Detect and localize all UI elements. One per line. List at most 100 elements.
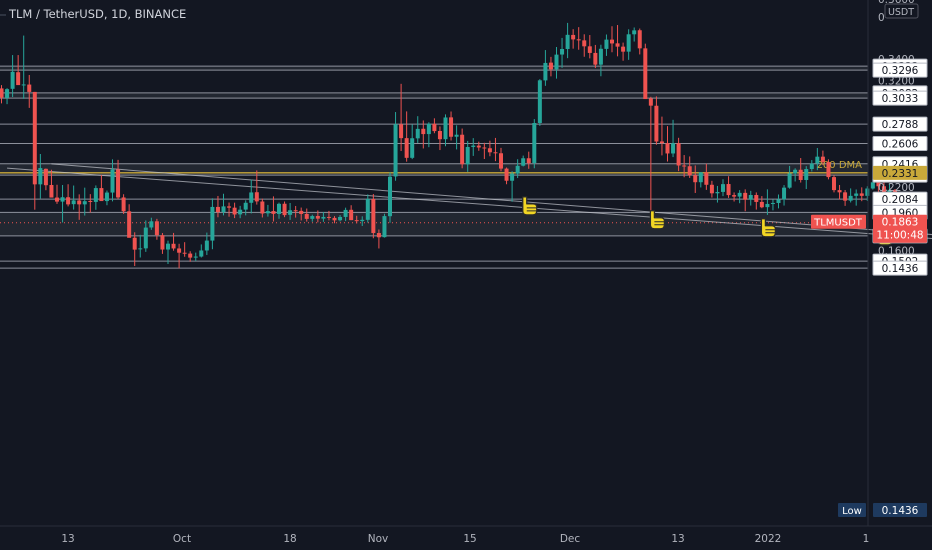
candle <box>177 243 182 269</box>
candle <box>249 179 254 214</box>
candle-body <box>721 184 725 192</box>
candle <box>754 192 759 210</box>
candle-body <box>27 84 32 92</box>
candle-body <box>798 169 803 180</box>
candle <box>55 184 59 204</box>
candle-body <box>521 158 526 166</box>
candle-body <box>693 175 698 183</box>
candle <box>782 185 787 206</box>
candle-body <box>399 124 404 139</box>
candle-body <box>299 210 304 214</box>
candle <box>326 210 331 221</box>
candle <box>82 187 87 216</box>
candle-body <box>748 195 753 200</box>
candle-body <box>104 192 109 202</box>
candle-body <box>671 143 676 154</box>
candle <box>315 210 320 223</box>
candle <box>537 79 542 126</box>
candle-body <box>221 206 226 213</box>
candle-body <box>99 188 104 202</box>
candle-body <box>349 209 354 221</box>
candle <box>443 114 448 147</box>
candle <box>820 150 825 166</box>
time-scale[interactable]: 13 Oct 18 Nov 15 Dec 13 2022 1 <box>61 533 869 545</box>
candle-body <box>260 201 265 214</box>
candle-body <box>843 192 848 201</box>
levels-layer: 200 DMA <box>0 65 868 269</box>
candle <box>371 194 376 239</box>
candle-body <box>238 209 243 215</box>
price-labels-layer: 0.33330.32960.30820.30330.27880.26060.24… <box>811 58 928 517</box>
candle-body <box>88 200 93 202</box>
candle <box>604 34 609 56</box>
symbol-tag-box <box>811 214 866 229</box>
candle <box>154 218 159 240</box>
candle-body <box>160 235 165 250</box>
candle <box>659 116 664 156</box>
candle-body <box>515 165 520 174</box>
candle <box>787 165 792 189</box>
candle <box>149 217 154 230</box>
candle <box>393 112 398 181</box>
candle-body <box>465 146 470 165</box>
candle-body <box>93 188 98 202</box>
candle <box>621 42 626 61</box>
hand-pointer-icon <box>522 196 538 216</box>
candle-body <box>254 192 259 202</box>
hand-pointer-icon <box>649 210 666 230</box>
candle <box>682 155 687 178</box>
candle-body <box>310 216 315 219</box>
candle-body <box>315 215 320 219</box>
candle <box>482 142 487 160</box>
candle-body <box>343 209 348 217</box>
candle <box>5 88 10 105</box>
candle-body <box>865 188 870 196</box>
price-tick-label: 0.3200 <box>878 75 915 87</box>
candle <box>104 190 109 206</box>
candle <box>432 118 437 134</box>
support-zone <box>0 92 868 99</box>
candle <box>493 137 498 162</box>
candle-body <box>493 152 498 154</box>
candle <box>598 44 603 77</box>
candle-body <box>732 195 737 197</box>
candle <box>121 194 126 214</box>
level-label: 0.3033 <box>882 93 919 105</box>
candle <box>709 180 714 198</box>
hand-pointer-icon <box>760 218 777 238</box>
candle <box>160 233 165 254</box>
candles-layer <box>0 22 914 269</box>
dma-value-label-box <box>873 165 927 180</box>
candle <box>49 169 54 198</box>
candle <box>476 141 481 151</box>
candle <box>221 193 226 216</box>
zones-layer <box>0 66 868 236</box>
candle <box>437 126 442 151</box>
candle <box>238 205 243 219</box>
candle <box>43 168 48 191</box>
candle-body <box>809 163 814 170</box>
candle-body <box>188 253 193 258</box>
low-value: 0.1436 <box>882 505 919 517</box>
currency-badge[interactable] <box>884 3 919 19</box>
candle-body <box>304 213 309 219</box>
candle <box>510 171 515 202</box>
candle-body <box>548 62 553 70</box>
candle <box>188 251 193 262</box>
candle <box>676 137 681 172</box>
candle-body <box>360 219 365 222</box>
price-tick-label-partial: 0.3600 <box>878 0 915 6</box>
candle <box>321 212 326 222</box>
candle-body <box>193 256 198 258</box>
candle-body <box>571 34 576 40</box>
trendline[interactable] <box>7 167 932 241</box>
candle <box>376 229 381 249</box>
candle-body <box>215 206 220 213</box>
candle-body <box>0 88 4 98</box>
candle <box>665 126 670 162</box>
level-label: 0.2788 <box>882 119 919 131</box>
level-label: 0.1436 <box>882 263 919 275</box>
candle-body <box>626 34 631 52</box>
candle-body <box>643 48 648 100</box>
